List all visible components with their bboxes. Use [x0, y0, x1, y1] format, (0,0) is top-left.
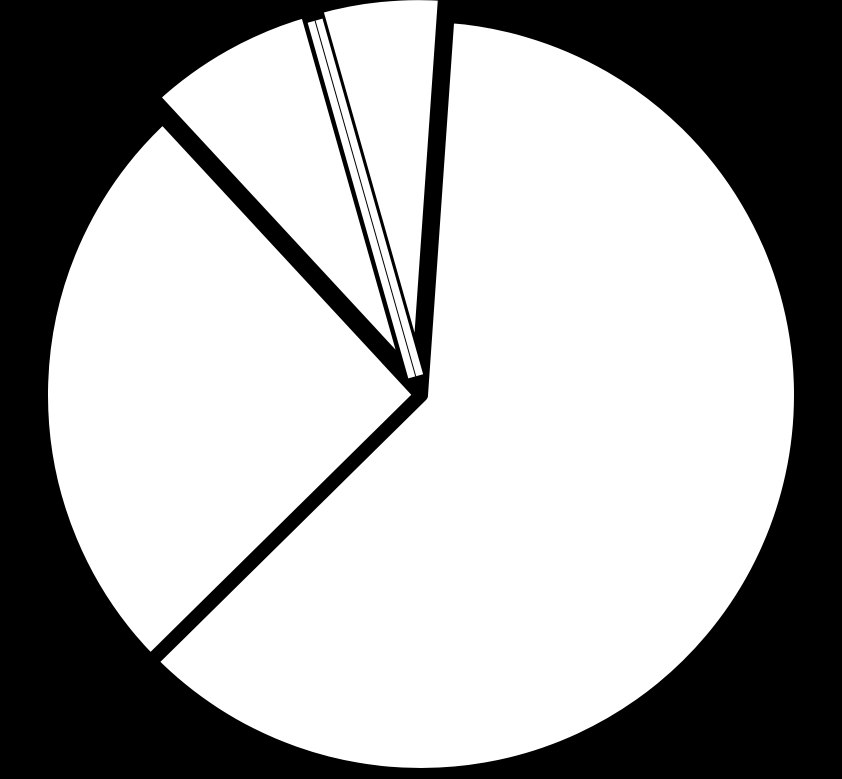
pie-chart	[0, 0, 842, 779]
pie-chart-container	[0, 0, 842, 779]
